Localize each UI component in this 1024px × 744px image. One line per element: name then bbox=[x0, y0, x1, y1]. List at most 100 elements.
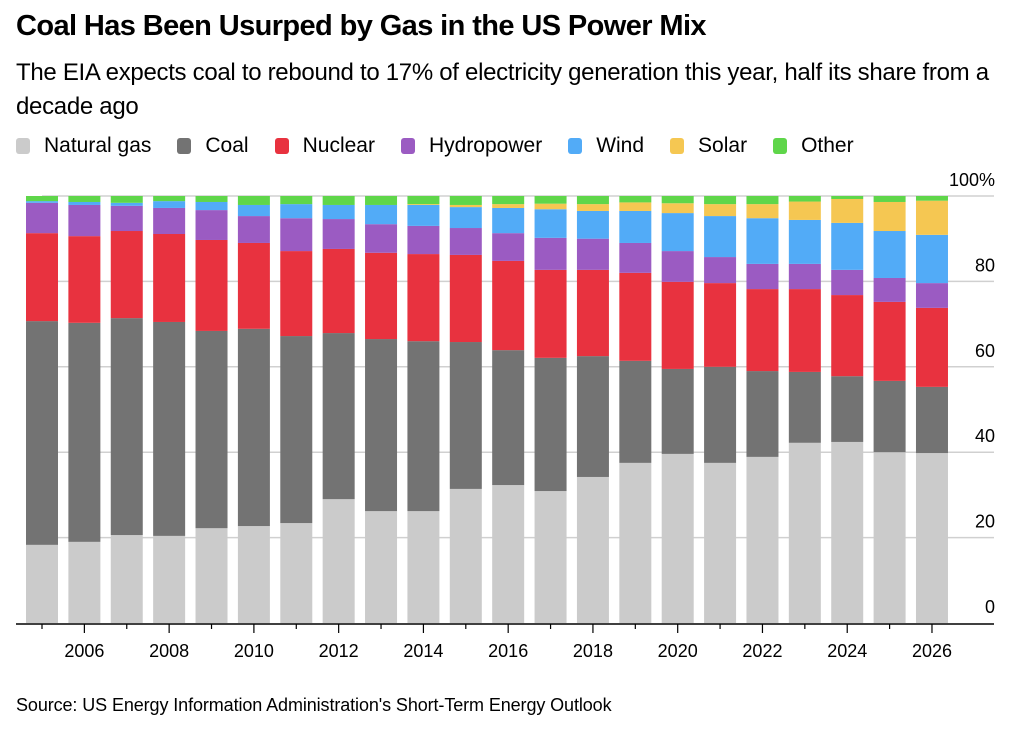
bar-segment-other bbox=[534, 196, 567, 204]
bar-segment-natural-gas bbox=[26, 544, 58, 623]
bar-segment-wind bbox=[619, 210, 652, 243]
bar-segment-other bbox=[915, 196, 948, 201]
bar-stack bbox=[576, 196, 609, 623]
bar-segment-wind bbox=[492, 207, 525, 234]
bar-segment-solar bbox=[788, 201, 821, 220]
bar-segment-coal bbox=[788, 371, 821, 443]
bar-segment-coal bbox=[68, 322, 101, 542]
bar-segment-solar bbox=[492, 204, 525, 208]
bar-segment-hydropower bbox=[576, 238, 609, 270]
bar-segment-natural-gas bbox=[280, 523, 313, 623]
y-tick-label: 80 bbox=[975, 255, 995, 275]
bar-segment-coal bbox=[407, 341, 440, 512]
bar-stack bbox=[449, 196, 482, 623]
bar-segment-hydropower bbox=[915, 283, 948, 308]
bar-segment-nuclear bbox=[110, 231, 143, 319]
bar-segment-wind bbox=[788, 219, 821, 264]
bar-segment-other bbox=[153, 196, 186, 202]
bar-segment-natural-gas bbox=[746, 456, 779, 623]
bar-segment-other bbox=[873, 196, 906, 202]
bar-segment-other bbox=[449, 196, 482, 205]
bar-segment-hydropower bbox=[492, 233, 525, 261]
legend-swatch-other bbox=[773, 138, 788, 154]
bar-segment-hydropower bbox=[661, 251, 694, 282]
legend-label: Coal bbox=[205, 134, 249, 157]
x-tick-label: 2012 bbox=[319, 641, 359, 661]
bar-segment-nuclear bbox=[915, 307, 948, 387]
bar-segment-wind bbox=[704, 216, 737, 258]
bar-segment-natural-gas bbox=[449, 488, 482, 623]
bar-segment-coal bbox=[873, 380, 906, 453]
bar-segment-coal bbox=[492, 350, 525, 486]
bar-segment-natural-gas bbox=[831, 441, 864, 623]
bar-segment-coal bbox=[195, 330, 228, 529]
x-tick-label: 2020 bbox=[658, 641, 698, 661]
bar-segment-solar bbox=[915, 200, 948, 235]
bar-segment-other bbox=[195, 196, 228, 202]
bar-segment-natural-gas bbox=[661, 453, 694, 623]
x-tick-label: 2008 bbox=[149, 641, 189, 661]
bar-stack bbox=[661, 196, 694, 623]
bar-segment-hydropower bbox=[407, 225, 440, 255]
legend-swatch-wind bbox=[568, 138, 583, 154]
bar-segment-other bbox=[492, 196, 525, 205]
legend-item-nuclear: Nuclear bbox=[274, 134, 375, 158]
bar-segment-natural-gas bbox=[322, 499, 355, 623]
bar-segment-other bbox=[576, 196, 609, 205]
bar-segment-coal bbox=[831, 376, 864, 442]
bar-segment-natural-gas bbox=[110, 535, 143, 623]
bar-segment-hydropower bbox=[26, 202, 58, 234]
bar-stack bbox=[110, 196, 143, 623]
bar-segment-wind bbox=[873, 231, 906, 278]
bar-segment-hydropower bbox=[280, 218, 313, 252]
bar-segment-hydropower bbox=[788, 263, 821, 290]
x-tick-label: 2016 bbox=[488, 641, 528, 661]
bar-segment-wind bbox=[915, 234, 948, 284]
bar-segment-coal bbox=[26, 321, 58, 545]
bar-segment-other bbox=[619, 196, 652, 203]
bar-segment-hydropower bbox=[110, 205, 143, 232]
bar-segment-hydropower bbox=[534, 237, 567, 270]
bar-segment-nuclear bbox=[237, 242, 270, 329]
legend-swatch-nuclear bbox=[274, 138, 289, 154]
bar-stack bbox=[788, 196, 821, 623]
bar-segment-hydropower bbox=[873, 277, 906, 302]
bar-segment-coal bbox=[661, 368, 694, 454]
bar-stack bbox=[492, 196, 525, 623]
legend-item-wind: Wind bbox=[568, 134, 644, 158]
bar-segment-wind bbox=[237, 204, 270, 217]
bar-segment-solar bbox=[407, 204, 440, 205]
bar-segment-other bbox=[280, 196, 313, 205]
bar-segment-nuclear bbox=[195, 239, 228, 331]
bar-segment-natural-gas bbox=[788, 442, 821, 623]
bar-segment-coal bbox=[915, 386, 948, 454]
bar-segment-other bbox=[322, 196, 355, 205]
legend-label: Natural gas bbox=[44, 134, 152, 157]
bar-stack bbox=[873, 196, 906, 623]
bar-segment-solar bbox=[746, 204, 779, 219]
bar-segment-natural-gas bbox=[237, 526, 270, 623]
bar-segment-other bbox=[831, 196, 864, 199]
bar-stack bbox=[704, 196, 737, 623]
bar-segment-nuclear bbox=[873, 301, 906, 381]
chart-title: Coal Has Been Usurped by Gas in the US P… bbox=[16, 10, 707, 42]
legend-swatch-natural-gas bbox=[16, 138, 30, 154]
bar-stack bbox=[322, 196, 355, 623]
bar-segment-wind bbox=[195, 201, 228, 211]
bar-segment-natural-gas bbox=[365, 511, 398, 623]
bar-segment-solar bbox=[534, 203, 567, 210]
x-tick-label: 2014 bbox=[403, 641, 443, 661]
bar-segment-coal bbox=[576, 356, 609, 477]
source-note: Source: US Energy Information Administra… bbox=[16, 695, 612, 715]
bar-segment-wind bbox=[746, 218, 779, 264]
x-tick-label: 2010 bbox=[234, 641, 274, 661]
bar-segment-nuclear bbox=[831, 295, 864, 377]
bar-segment-coal bbox=[619, 360, 652, 463]
bar-segment-wind bbox=[576, 210, 609, 239]
bar-stack bbox=[237, 196, 270, 623]
bar-segment-nuclear bbox=[407, 254, 440, 342]
bar-segment-solar bbox=[704, 204, 737, 217]
bar-stack bbox=[619, 196, 652, 623]
bar-segment-nuclear bbox=[576, 269, 609, 357]
bar-segment-coal bbox=[110, 318, 143, 536]
